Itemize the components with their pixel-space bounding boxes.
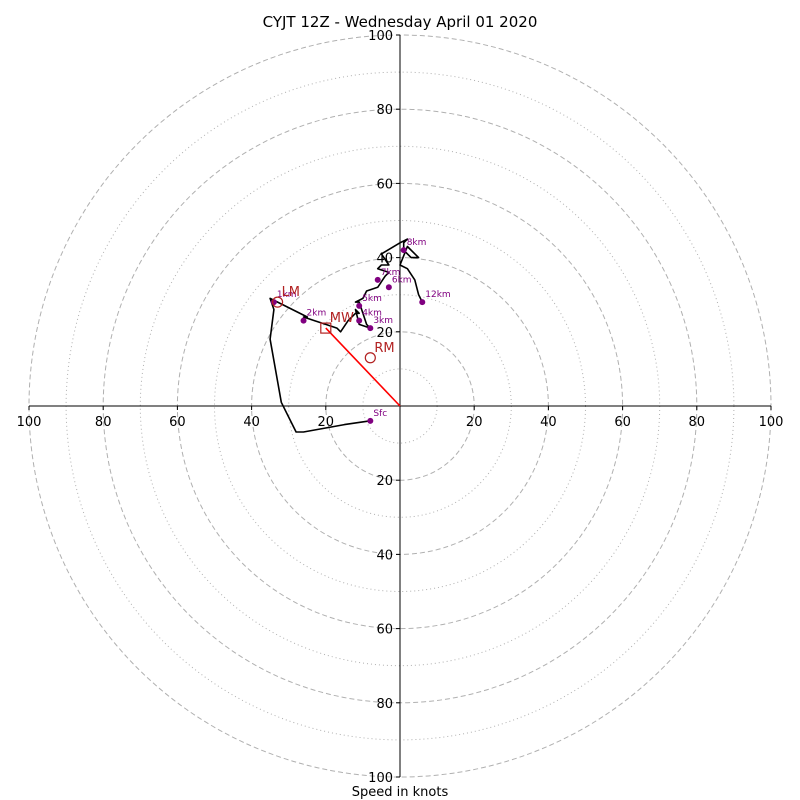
height-marker-8km [400,247,407,254]
storm-label-LM: LM [282,285,300,300]
y-tick-label: 60 [376,623,393,638]
storm-label-RM: RM [374,341,394,356]
height-label-Sfc: Sfc [373,409,387,419]
x-tick-label: 40 [540,415,557,430]
tick-labels: 100 80 60 40 20 20 40 60 80 100100806040202040608… [17,29,784,786]
y-tick-label: 100 [368,771,393,786]
y-tick-label: 20 [376,326,393,341]
y-tick-label: 80 [376,697,393,712]
mean-wind-vector [325,327,401,407]
x-tick-label: 40 [243,415,260,430]
x-tick-label: 60 [614,415,631,430]
x-tick-label: 80 [689,415,706,430]
height-marker-7km [374,276,381,283]
y-tick-label: 100 [368,29,393,44]
storm-label-MW: MW [330,311,354,326]
x-tick-label: 80 [95,415,112,430]
height-label-1km: 1km [277,290,297,300]
x-tick-label: 100 [759,415,784,430]
height-marker-4km [356,317,363,324]
storm-motion-markers: LM MW RM [271,285,395,364]
y-tick-label: 20 [376,474,393,489]
storm-marker-RM [364,352,376,364]
chart-title: CYJT 12Z - Wednesday April 01 2020 [263,13,538,31]
height-label-4km: 4km [362,309,382,319]
height-label-5km: 5km [362,294,382,304]
height-label-6km: 6km [392,275,412,285]
height-label-7km: 7km [381,268,401,278]
x-tick-label: 60 [169,415,186,430]
storm-marker-MW [320,322,332,334]
height-marker-6km [385,284,392,291]
height-label-8km: 8km [407,238,427,248]
height-marker-3km [367,325,374,332]
height-marker-2km [300,317,307,324]
height-marker-12km [419,299,426,306]
mean-wind-vector-layer [325,327,401,407]
storm-marker-LM [271,296,284,308]
height-marker-5km [356,302,363,309]
x-tick-label: 100 [17,415,42,430]
y-tick-label: 80 [376,103,393,118]
height-label-2km: 2km [307,309,327,319]
x-axis-label: Speed in knots [352,785,449,800]
height-label-3km: 3km [373,316,393,326]
height-label-12km: 12km [425,290,450,300]
height-marker-Sfc [367,417,374,424]
y-tick-label: 40 [376,548,393,563]
x-tick-label: 20 [318,415,335,430]
x-tick-label: 20 [466,415,483,430]
y-tick-label: 60 [376,177,393,192]
